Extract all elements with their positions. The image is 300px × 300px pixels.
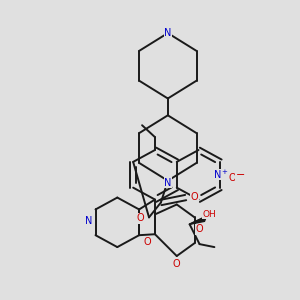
Text: +: + (221, 169, 227, 175)
Text: OH: OH (202, 210, 216, 219)
Text: N: N (214, 170, 221, 180)
Text: O: O (136, 213, 144, 224)
Polygon shape (190, 216, 206, 224)
Text: N: N (164, 178, 172, 188)
Text: O: O (228, 173, 236, 183)
Text: O: O (173, 259, 181, 269)
Text: O: O (196, 224, 203, 234)
Text: N: N (164, 28, 172, 38)
Text: O: O (143, 237, 151, 247)
Text: N: N (85, 216, 92, 226)
Text: O: O (191, 192, 198, 202)
Text: −: − (236, 170, 245, 180)
